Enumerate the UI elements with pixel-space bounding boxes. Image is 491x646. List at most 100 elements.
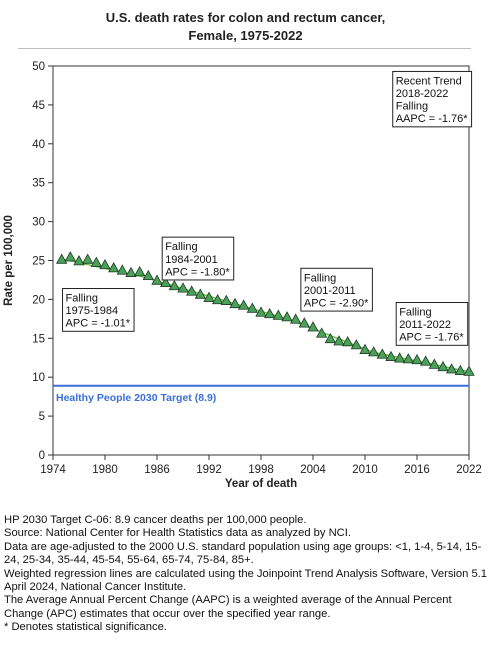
data-point (376, 348, 389, 359)
annotation-line: 1984-2001 (165, 254, 218, 266)
data-point (211, 293, 224, 305)
data-point (393, 352, 406, 363)
data-point (255, 306, 267, 317)
data-point (402, 353, 415, 364)
data-point (281, 311, 293, 322)
y-tick-label: 50 (32, 61, 45, 73)
data-point (385, 350, 397, 361)
footnote-target: HP 2030 Target C-06: 8.9 cancer deaths p… (4, 514, 307, 526)
data-point (445, 363, 458, 374)
data-point (419, 355, 432, 366)
footnote-significance: * Denotes statistical significance. (4, 621, 167, 634)
annotation-line: Falling (399, 307, 431, 319)
data-point (454, 364, 467, 375)
x-tick-label: 1992 (196, 464, 222, 476)
data-point (246, 302, 259, 313)
data-point (177, 282, 189, 293)
x-tick-label: 1998 (248, 464, 274, 476)
data-point (307, 321, 319, 332)
y-tick-label: 40 (32, 139, 45, 151)
data-point (99, 258, 111, 270)
death-rate-chart: 0 5 10 15 20 25 30 35 40 45 50 1974 1980 1986 1992 1998… (3, 61, 482, 490)
annotation-line: Recent Trend (396, 75, 462, 87)
data-point (341, 335, 354, 347)
footnote-aapc: The Average Annual Percent Change (AAPC)… (4, 594, 452, 620)
annotation-frame (300, 267, 373, 312)
footnote-regression: Weighted regression lines are calculated… (4, 567, 487, 594)
y-tick-label: 5 (39, 411, 45, 423)
data-point (203, 291, 215, 302)
x-tick-label: 1986 (144, 464, 170, 476)
data-point (428, 358, 441, 369)
x-tick-label: 2010 (352, 464, 378, 476)
annotation-line: 2011-2022 (399, 319, 451, 331)
data-point (411, 353, 423, 365)
data-point (324, 332, 337, 344)
y-tick-label: 25 (32, 256, 45, 268)
annotation-frame (62, 288, 135, 332)
plot-frame (52, 65, 470, 456)
annotation-line: Falling (304, 272, 336, 284)
annotation-line: APC = -1.01* (66, 318, 131, 330)
data-point (90, 256, 103, 267)
data-point (151, 274, 163, 285)
annotation-frame (392, 70, 473, 128)
y-tick-label: 30 (32, 217, 45, 229)
data-point (168, 279, 181, 291)
x-tick-label: 1980 (92, 464, 118, 476)
data-point (185, 285, 198, 296)
data-point (107, 262, 120, 273)
data-point (229, 297, 241, 309)
x-tick-label: 2022 (456, 464, 482, 476)
annotation-line: 1975-1984 (66, 305, 119, 317)
y-axis-label: Rate per 100,000 (3, 215, 15, 306)
data-point (298, 317, 311, 328)
chart-title-line-2: Female, 1975-2022 (188, 28, 303, 43)
y-tick-label: 45 (32, 100, 45, 112)
data-point (237, 299, 250, 310)
footnote-source: Source: National Center for Health Stati… (4, 527, 351, 540)
x-tick-label: 2016 (404, 464, 430, 476)
data-point (272, 309, 285, 320)
annotation-line: Falling (396, 101, 428, 113)
footnote-age-adjustment: Data are age-adjusted to the 2000 U.S. s… (4, 540, 482, 567)
data-point (159, 276, 172, 288)
annotation-line: 2001-2011 (304, 285, 356, 297)
data-point (437, 360, 449, 372)
y-tick-label: 0 (39, 450, 45, 462)
data-point (133, 265, 146, 277)
data-point (142, 269, 155, 281)
data-point (263, 307, 276, 319)
annotation-line: APC = -2.90* (304, 297, 369, 309)
data-point (359, 343, 371, 354)
data-point (350, 339, 363, 350)
chart-title: U.S. death rates for colon and rectum ca… (0, 9, 491, 45)
annotation-line: Falling (66, 293, 98, 305)
data-point (220, 294, 233, 305)
data-point (463, 365, 475, 376)
annotation-line: 2018-2022 (396, 88, 449, 100)
annotation-line: Falling (165, 241, 197, 253)
data-point (367, 346, 380, 357)
footnotes: HP 2030 Target C-06: 8.9 cancer deaths p… (4, 514, 489, 635)
target-label: Healthy People 2030 Target (8.9) (56, 392, 216, 404)
y-tick-label: 10 (32, 372, 45, 384)
chart-title-line-1: U.S. death rates for colon and rectum ca… (105, 10, 386, 25)
y-tick-label: 35 (32, 178, 45, 190)
data-point (73, 255, 85, 266)
data-point (81, 253, 94, 264)
title-divider (18, 48, 471, 49)
data-point (289, 313, 302, 324)
annotation-frame (395, 302, 469, 346)
data-point (194, 288, 207, 299)
data-point (64, 251, 77, 262)
annotation-frame (161, 236, 235, 281)
annotation-line: APC = -1.80* (165, 266, 230, 278)
x-axis-label: Year of death (225, 478, 297, 490)
data-point (315, 327, 328, 338)
